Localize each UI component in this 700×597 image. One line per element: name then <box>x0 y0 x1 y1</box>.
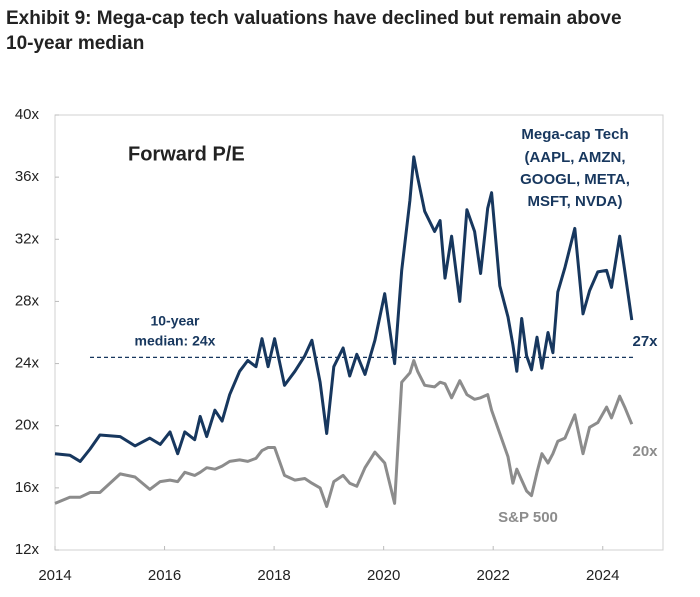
legend-label: Mega-cap Tech <box>521 126 628 143</box>
legend-label: MSFT, NVDA) <box>528 193 623 210</box>
median-label: 10-year <box>150 313 200 329</box>
legend-label: S&P 500 <box>498 509 558 526</box>
y-tick-label: 28x <box>15 292 40 309</box>
median-label: median: 24x <box>135 333 216 349</box>
legend-label: (AAPL, AMZN, <box>524 149 625 166</box>
y-tick-label: 20x <box>15 417 40 434</box>
y-tick-label: 12x <box>15 541 40 558</box>
y-tick-label: 40x <box>15 106 40 123</box>
chart-title: Exhibit 9: Mega-cap tech valuations have… <box>6 8 622 54</box>
series-line <box>54 359 634 508</box>
end-label: 27x <box>632 333 658 350</box>
x-tick-label: 2014 <box>38 567 71 584</box>
y-tick-label: 24x <box>15 355 40 372</box>
end-label: 20x <box>632 443 658 460</box>
x-tick-label: 2016 <box>148 567 181 584</box>
legend-label: GOOGL, META, <box>520 171 630 188</box>
y-tick-label: 36x <box>15 168 40 185</box>
y-tick-label: 16x <box>15 479 40 496</box>
y-tick-label: 32x <box>15 230 40 247</box>
x-tick-label: 2022 <box>477 567 510 584</box>
x-tick-label: 2020 <box>367 567 400 584</box>
x-tick-label: 2024 <box>586 567 619 584</box>
series-line <box>54 155 634 463</box>
plot-frame <box>54 114 664 551</box>
chart-subtitle: Forward P/E <box>128 143 245 165</box>
x-tick-label: 2018 <box>257 567 290 584</box>
